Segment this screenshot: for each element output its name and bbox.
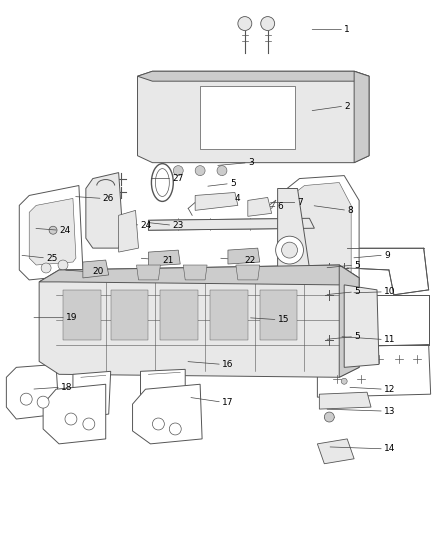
- Text: 3: 3: [248, 158, 254, 167]
- Polygon shape: [138, 71, 369, 163]
- Polygon shape: [19, 185, 83, 280]
- Text: 1: 1: [344, 25, 350, 34]
- Text: 24: 24: [59, 226, 70, 235]
- Polygon shape: [292, 182, 351, 278]
- Text: 17: 17: [222, 398, 233, 407]
- Text: 21: 21: [162, 255, 174, 264]
- Polygon shape: [73, 372, 111, 419]
- Text: 16: 16: [222, 360, 233, 369]
- Circle shape: [341, 378, 347, 384]
- Circle shape: [238, 17, 252, 30]
- Polygon shape: [43, 384, 106, 444]
- Text: 5: 5: [354, 332, 360, 341]
- Polygon shape: [347, 295, 429, 344]
- Circle shape: [267, 143, 273, 149]
- Circle shape: [49, 226, 57, 234]
- Text: 13: 13: [384, 407, 396, 416]
- Text: 26: 26: [103, 194, 114, 203]
- Polygon shape: [344, 285, 379, 367]
- Text: 5: 5: [354, 287, 360, 296]
- Circle shape: [170, 423, 181, 435]
- Circle shape: [222, 143, 228, 149]
- Polygon shape: [318, 344, 431, 397]
- Text: 12: 12: [384, 385, 396, 394]
- Bar: [63, 290, 101, 340]
- Polygon shape: [83, 260, 109, 278]
- Text: 24: 24: [141, 221, 152, 230]
- Circle shape: [41, 263, 51, 273]
- Polygon shape: [148, 250, 180, 266]
- Text: 8: 8: [347, 206, 353, 215]
- Text: 5: 5: [230, 179, 236, 188]
- Text: 5: 5: [354, 261, 360, 270]
- Polygon shape: [200, 86, 294, 149]
- Polygon shape: [236, 265, 260, 280]
- Polygon shape: [285, 175, 359, 285]
- Circle shape: [261, 17, 275, 30]
- Polygon shape: [39, 265, 359, 377]
- Polygon shape: [248, 197, 272, 216]
- Circle shape: [224, 113, 236, 125]
- Polygon shape: [119, 211, 138, 252]
- Text: 6: 6: [278, 202, 283, 211]
- Circle shape: [217, 166, 227, 175]
- Polygon shape: [7, 365, 59, 419]
- Bar: [210, 290, 248, 340]
- Polygon shape: [86, 173, 123, 248]
- Circle shape: [276, 236, 304, 264]
- Text: 10: 10: [384, 287, 396, 296]
- Circle shape: [259, 113, 271, 125]
- Polygon shape: [137, 265, 160, 280]
- Circle shape: [173, 166, 183, 175]
- Circle shape: [282, 242, 297, 258]
- Text: 25: 25: [46, 254, 57, 263]
- Polygon shape: [29, 198, 76, 265]
- Polygon shape: [319, 392, 371, 409]
- Text: 18: 18: [61, 383, 73, 392]
- Text: 15: 15: [278, 315, 289, 324]
- Text: 19: 19: [66, 313, 78, 322]
- Text: 7: 7: [297, 198, 303, 207]
- Polygon shape: [339, 265, 359, 377]
- Polygon shape: [148, 219, 314, 230]
- Text: 4: 4: [235, 194, 240, 203]
- Text: 22: 22: [245, 255, 256, 264]
- Text: 27: 27: [172, 174, 184, 183]
- Bar: [160, 290, 198, 340]
- Polygon shape: [39, 265, 359, 285]
- Polygon shape: [278, 189, 309, 272]
- Text: 14: 14: [384, 445, 396, 454]
- Text: 2: 2: [344, 101, 350, 110]
- Polygon shape: [228, 248, 260, 264]
- Bar: [111, 290, 148, 340]
- Polygon shape: [141, 369, 185, 414]
- Circle shape: [20, 393, 32, 405]
- Circle shape: [195, 166, 205, 175]
- Polygon shape: [133, 384, 202, 444]
- Circle shape: [65, 413, 77, 425]
- Text: 11: 11: [384, 335, 396, 344]
- Circle shape: [83, 418, 95, 430]
- Polygon shape: [354, 71, 369, 163]
- Bar: [260, 290, 297, 340]
- Polygon shape: [318, 439, 354, 464]
- Polygon shape: [347, 248, 429, 295]
- Text: 23: 23: [172, 221, 184, 230]
- Circle shape: [152, 418, 164, 430]
- Polygon shape: [183, 265, 207, 280]
- Circle shape: [324, 412, 334, 422]
- Text: 9: 9: [384, 251, 390, 260]
- Circle shape: [37, 396, 49, 408]
- Polygon shape: [195, 192, 238, 211]
- Circle shape: [58, 260, 68, 270]
- Text: 20: 20: [93, 268, 104, 277]
- Polygon shape: [138, 71, 369, 81]
